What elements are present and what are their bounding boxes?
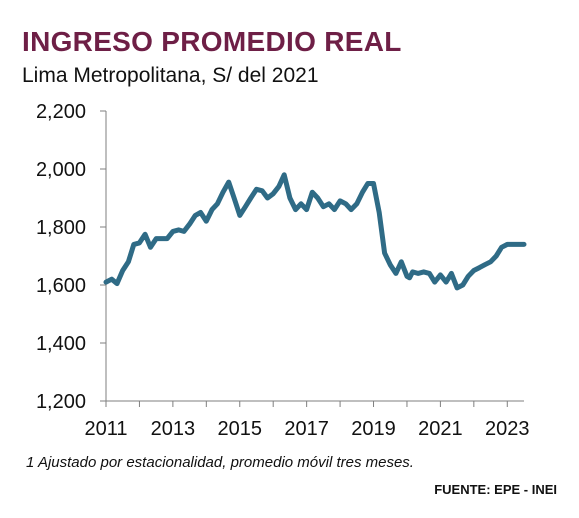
x-tick-label: 2019 [351,418,396,440]
chart-lines [103,172,527,291]
x-tick-label: 2013 [151,418,196,440]
chart-footnote: 1 Ajustado por estacionalidad, promedio … [26,454,414,471]
chart-ticks: 1,200 1,400 1,600 1,800 2,000 2,200 2011 2013 20… [36,101,530,440]
chart-source: FUENTE: EPE - INEI [434,482,557,497]
x-tick-label: 2017 [284,418,329,440]
x-tick-label: 2011 [84,418,127,440]
x-tick-label: 2015 [218,418,263,440]
x-tick-label: 2021 [418,418,463,440]
chart-subtitle: Lima Metropolitana, S/ del 2021 [22,64,319,87]
y-tick-label: 1,600 [36,275,86,297]
y-tick-label: 1,800 [36,217,86,239]
y-tick-label: 2,200 [36,101,86,123]
y-tick-label: 1,200 [36,391,86,413]
y-tick-label: 2,000 [36,159,86,181]
chart-axes [105,111,524,402]
chart-title: INGRESO PROMEDIO REAL [22,26,402,57]
y-tick-label: 1,400 [36,333,86,355]
series-line [103,172,527,291]
x-tick-label: 2023 [485,418,530,440]
